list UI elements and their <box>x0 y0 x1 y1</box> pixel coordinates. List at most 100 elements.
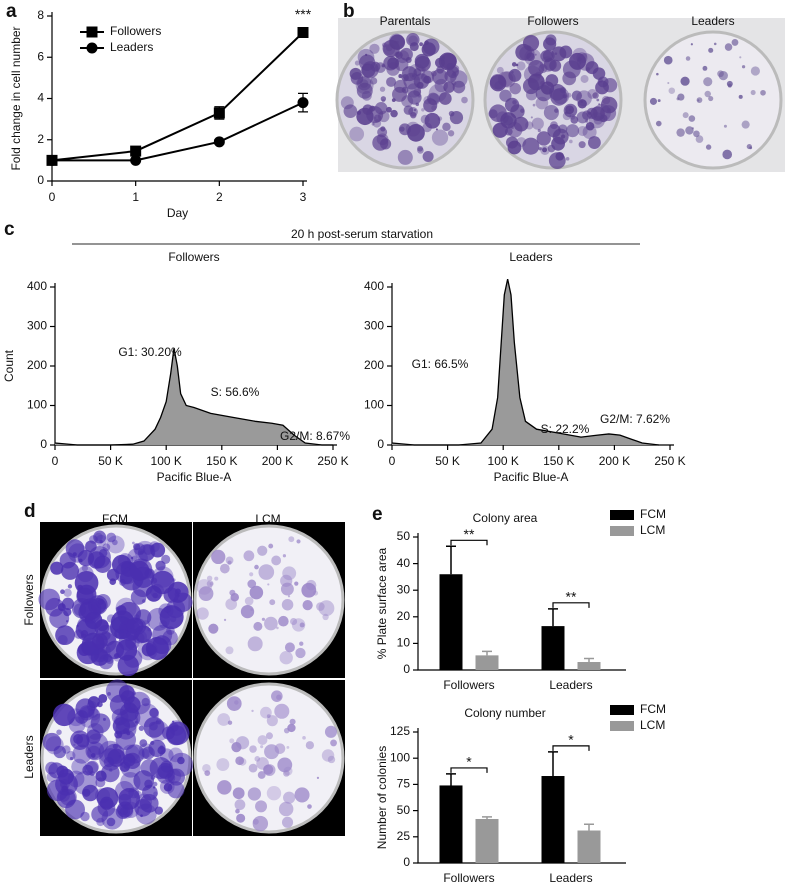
colony <box>741 65 746 69</box>
colony <box>234 700 239 705</box>
colony <box>247 787 262 801</box>
colony <box>295 647 306 659</box>
colony <box>52 703 76 727</box>
error-bar <box>548 751 558 777</box>
legend-label: Followers <box>110 24 161 38</box>
colony <box>56 729 62 735</box>
colony <box>159 748 174 763</box>
colony <box>277 757 293 773</box>
colony <box>296 539 301 544</box>
colony <box>65 539 85 558</box>
photo-caption: Parentals <box>380 14 431 28</box>
x-axis-label: Pacific Blue-A <box>494 470 569 484</box>
colony <box>551 46 567 62</box>
colony <box>247 579 257 589</box>
colony <box>249 585 264 600</box>
colony <box>722 149 733 160</box>
colony <box>510 104 525 119</box>
colony <box>141 599 146 603</box>
marker <box>130 145 142 157</box>
colony <box>282 554 287 558</box>
annotation: G1: 66.5% <box>412 357 469 371</box>
colony <box>436 65 444 74</box>
colony <box>198 586 214 601</box>
colony <box>667 81 670 85</box>
colony <box>361 90 372 101</box>
colony <box>374 116 377 120</box>
colony <box>132 566 155 588</box>
x-tick-label: 200 K <box>599 454 630 468</box>
colony <box>202 763 211 773</box>
colony <box>230 593 239 602</box>
colony <box>386 62 400 76</box>
colony <box>340 96 354 110</box>
colony <box>219 563 230 574</box>
bar <box>475 818 499 863</box>
colony <box>249 745 257 753</box>
colony <box>141 620 151 629</box>
colony <box>251 709 254 713</box>
colony <box>537 128 541 133</box>
line <box>52 101 304 162</box>
y-axis-label: Count <box>2 349 16 382</box>
colony <box>61 597 75 610</box>
colony <box>98 740 122 765</box>
colony <box>142 544 154 555</box>
y-tick-label: 30 <box>397 582 411 596</box>
y-tick-label: 20 <box>397 609 411 623</box>
colony <box>57 599 60 602</box>
y-tick-label: 125 <box>390 724 410 738</box>
colony <box>163 587 179 603</box>
colony <box>596 98 600 102</box>
y-tick-label: 10 <box>397 636 411 650</box>
colony <box>109 578 117 586</box>
colony <box>223 618 227 622</box>
panel-label: b <box>343 1 355 22</box>
colony <box>536 131 551 146</box>
y-tick-label: 200 <box>364 358 384 372</box>
colony <box>244 596 254 606</box>
colony <box>741 120 750 129</box>
colony <box>522 77 540 95</box>
colony <box>288 536 295 543</box>
colony <box>155 560 166 571</box>
colony <box>87 595 108 615</box>
colony <box>260 706 272 719</box>
annotation: G2/M: 7.62% <box>600 412 670 426</box>
colony <box>90 713 111 734</box>
legend-swatch <box>610 705 634 715</box>
colony <box>274 703 290 719</box>
colony <box>505 136 519 149</box>
x-tick-label: 250 K <box>654 454 685 468</box>
annotation: ** <box>464 526 475 542</box>
colony <box>570 116 579 124</box>
colony <box>287 595 291 598</box>
colony <box>369 77 378 85</box>
colony <box>254 564 259 570</box>
colony <box>131 555 138 562</box>
colony <box>550 121 558 130</box>
error-bar <box>446 773 456 786</box>
colony <box>531 117 544 130</box>
y-tick-label: 300 <box>27 319 47 333</box>
photo-caption: Followers <box>527 14 578 28</box>
colony <box>508 68 522 82</box>
colony <box>91 805 109 823</box>
annotation: * <box>466 754 472 770</box>
colony <box>216 758 230 772</box>
colony <box>248 763 258 773</box>
bar <box>541 776 565 863</box>
colony <box>141 697 150 707</box>
colony <box>516 61 526 71</box>
colony <box>439 55 445 61</box>
charts: 0 2 4 6 8 0 1 2 3 Day Fold change in cell number Fo… <box>2 6 686 885</box>
colony <box>398 123 411 136</box>
panel-title: 20 h post-serum starvation <box>291 227 433 241</box>
x-tick-label: 0 <box>49 190 56 204</box>
colony <box>655 120 662 127</box>
annotation: S: 22.2% <box>541 422 590 436</box>
colony <box>397 149 413 165</box>
bar <box>577 662 601 670</box>
colony <box>565 105 575 115</box>
x-axis-label: Pacific Blue-A <box>157 470 232 484</box>
